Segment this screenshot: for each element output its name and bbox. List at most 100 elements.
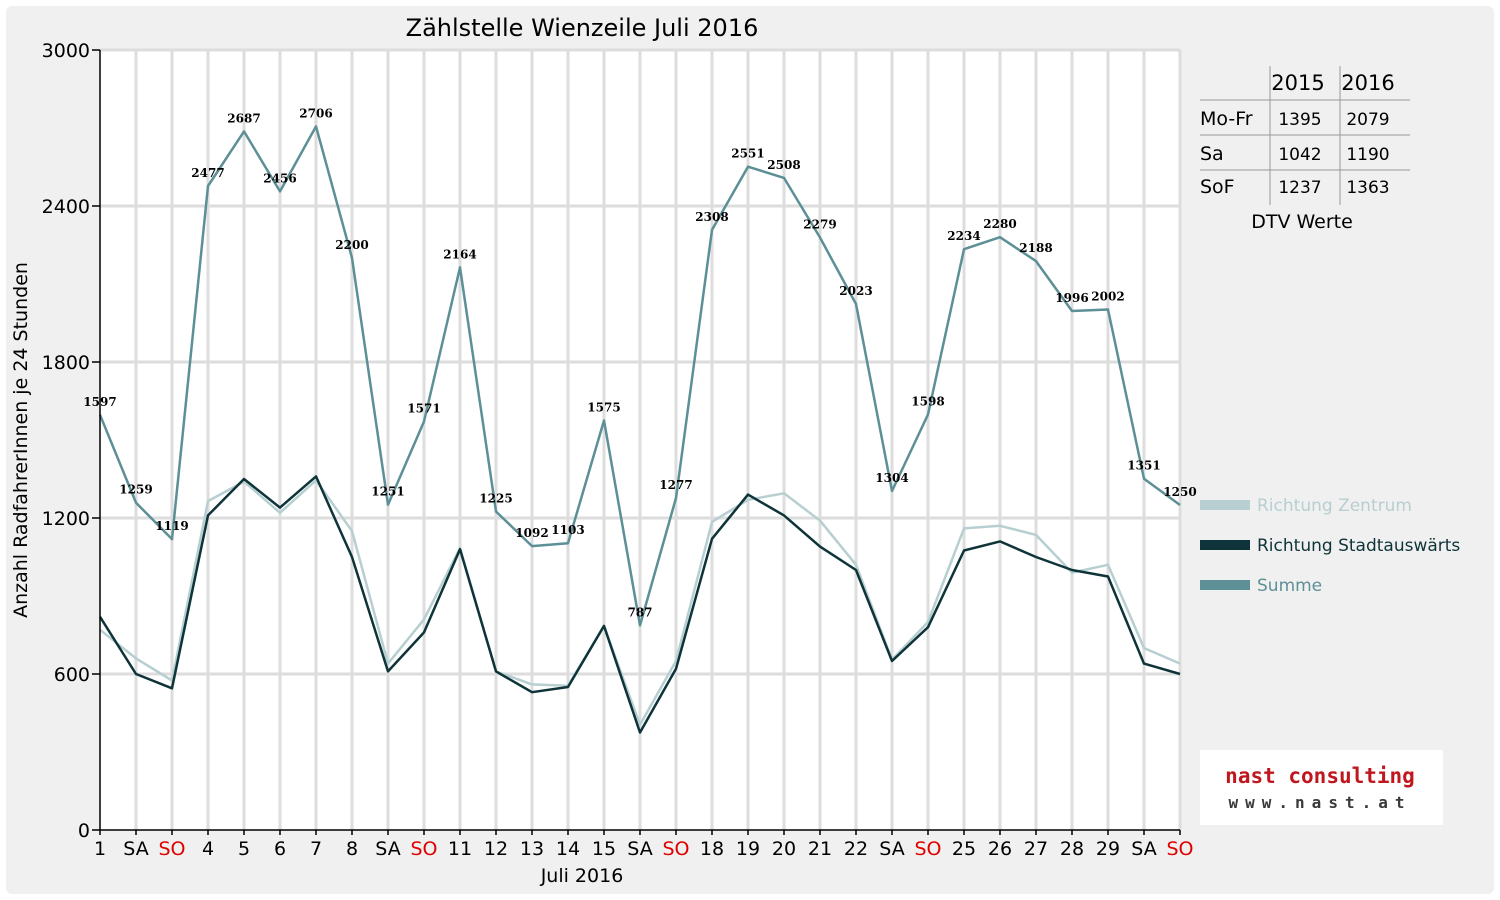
data-label: 1251 — [371, 485, 404, 499]
data-label: 2279 — [803, 217, 836, 231]
dtv-cell: 1363 — [1346, 178, 1389, 198]
dtv-row-label: Mo-Fr — [1200, 108, 1253, 130]
data-label: 1996 — [1055, 291, 1088, 305]
y-tick-label: 1800 — [42, 352, 90, 374]
x-tick-label: 28 — [1060, 838, 1084, 860]
dtv-header-2015: 2015 — [1271, 71, 1324, 95]
x-tick-label: 26 — [988, 838, 1012, 860]
y-tick-label: 3000 — [42, 40, 90, 62]
logo-line1: nast consulting — [1225, 764, 1415, 788]
dtv-cell: 1395 — [1278, 110, 1321, 130]
x-tick-label: SA — [375, 838, 400, 860]
x-tick-label: 18 — [700, 838, 724, 860]
x-tick-label: 14 — [556, 838, 580, 860]
x-tick-label: 25 — [952, 838, 976, 860]
x-tick-label: 7 — [310, 838, 322, 860]
x-tick-label: SA — [627, 838, 652, 860]
legend-swatch — [1200, 540, 1250, 550]
dtv-row-label: SoF — [1200, 176, 1235, 198]
logo-line2: www.nast.at — [1229, 793, 1412, 812]
x-tick-label: 8 — [346, 838, 358, 860]
x-tick-label: SO — [410, 838, 437, 860]
x-tick-label: SA — [1131, 838, 1156, 860]
data-label: 1092 — [515, 526, 548, 540]
x-tick-label: 11 — [448, 838, 472, 860]
x-axis-label: Juli 2016 — [540, 865, 624, 887]
x-tick-label: 1 — [94, 838, 106, 860]
legend-label: Richtung Zentrum — [1257, 496, 1412, 516]
dtv-cell: 1042 — [1278, 145, 1321, 165]
x-tick-label: 13 — [520, 838, 544, 860]
data-label: 1119 — [155, 519, 188, 533]
axes: 0 600 1200 1800 2400 3000 1 SA SO 4 5 6 7 8 SA SO 11 12 13… — [42, 40, 1194, 860]
x-tick-label: 5 — [238, 838, 250, 860]
dtv-row-label: Sa — [1200, 143, 1224, 165]
legend-label: Summe — [1257, 576, 1322, 596]
data-label: 2687 — [227, 111, 260, 125]
data-label: 1277 — [659, 478, 692, 492]
data-labels: 1597125911192477268724562706220012511571… — [83, 106, 1196, 619]
y-axis-label: Anzahl RadfahrerInnen je 24 Stunden — [10, 262, 32, 618]
dtv-cell: 1190 — [1346, 145, 1389, 165]
series-line — [99, 479, 1181, 726]
data-label: 2200 — [335, 238, 368, 252]
data-label: 2234 — [947, 229, 980, 243]
data-label: 2308 — [695, 210, 728, 224]
data-label: 787 — [627, 605, 652, 619]
x-tick-label: 21 — [808, 838, 832, 860]
x-tick-label: 20 — [772, 838, 796, 860]
data-label: 2002 — [1091, 289, 1124, 303]
x-tick-label: SO — [158, 838, 185, 860]
x-tick-label: 22 — [844, 838, 868, 860]
data-label: 1598 — [911, 395, 944, 409]
data-label: 1304 — [875, 471, 908, 485]
data-label: 2551 — [731, 147, 764, 161]
series-lines — [98, 125, 1181, 734]
legend-swatch — [1200, 580, 1250, 590]
y-tick-label: 0 — [78, 820, 90, 842]
dtv-caption: DTV Werte — [1251, 211, 1353, 233]
x-tick-label: 4 — [202, 838, 214, 860]
logo: nast consulting www.nast.at — [1200, 750, 1443, 825]
data-label: 1571 — [407, 402, 440, 416]
x-tick-label: 6 — [274, 838, 286, 860]
x-tick-label: 29 — [1096, 838, 1120, 860]
x-tick-label: SO — [1166, 838, 1193, 860]
dtv-header-2016: 2016 — [1341, 71, 1394, 95]
grid — [100, 48, 1182, 830]
x-tick-label: 12 — [484, 838, 508, 860]
data-label: 1351 — [1127, 459, 1160, 473]
data-label: 2477 — [191, 166, 224, 180]
chart-title: Zählstelle Wienzeile Juli 2016 — [406, 14, 759, 42]
legend-label: Richtung Stadtauswärts — [1257, 536, 1460, 556]
data-label: 2508 — [767, 158, 800, 172]
dtv-table: 2015 2016 Mo-Fr 1395 2079 Sa 1042 1190 S… — [1200, 66, 1410, 233]
dtv-cell: 1237 — [1278, 178, 1321, 198]
y-tick-label: 2400 — [42, 196, 90, 218]
x-tick-label: SO — [662, 838, 689, 860]
x-tick-label: SO — [914, 838, 941, 860]
data-label: 2023 — [839, 284, 872, 298]
data-label: 1103 — [551, 523, 584, 537]
x-tick-label: 27 — [1024, 838, 1048, 860]
series-line — [98, 125, 1181, 627]
data-label: 2456 — [263, 171, 296, 185]
y-tick-label: 1200 — [42, 508, 90, 530]
data-label: 1250 — [1163, 485, 1196, 499]
data-label: 1259 — [119, 483, 152, 497]
legend-swatch — [1200, 500, 1250, 510]
data-label: 1575 — [587, 401, 620, 415]
legend: Richtung Zentrum Richtung Stadtauswärts Su… — [1200, 496, 1460, 596]
data-label: 2706 — [299, 106, 332, 120]
x-tick-label: SA — [123, 838, 148, 860]
data-label: 2188 — [1019, 241, 1052, 255]
data-label: 2164 — [443, 247, 476, 261]
data-label: 1225 — [479, 492, 512, 506]
x-tick-label: 15 — [592, 838, 616, 860]
x-tick-label: 19 — [736, 838, 760, 860]
data-label: 2280 — [983, 217, 1016, 231]
y-tick-label: 600 — [54, 664, 90, 686]
series-line — [98, 475, 1181, 734]
x-tick-label: SA — [879, 838, 904, 860]
